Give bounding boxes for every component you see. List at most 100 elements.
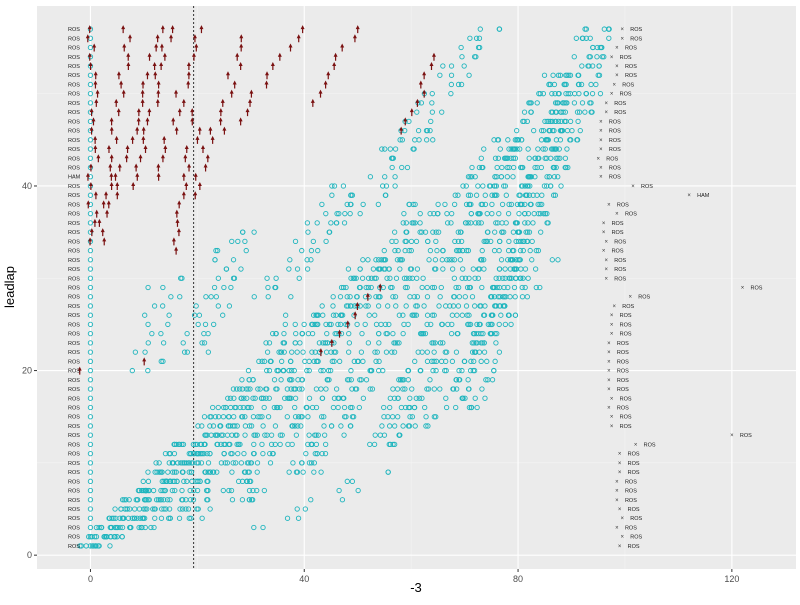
- end-cross: ×: [621, 27, 625, 33]
- circle-point: [478, 155, 484, 161]
- circle-point: [341, 414, 348, 420]
- circle-point: [392, 146, 399, 152]
- circle-point: [502, 303, 508, 309]
- circle-point: [354, 294, 360, 300]
- circle-point: [433, 414, 439, 420]
- circle-point: [319, 303, 325, 309]
- circle-point: [278, 377, 284, 383]
- end-cross: ×: [621, 36, 625, 42]
- circle-point: [391, 395, 398, 401]
- circle-point: [357, 266, 363, 272]
- arrow-point: [203, 163, 208, 172]
- arrow-point: [140, 98, 145, 107]
- circle-point: [455, 229, 461, 235]
- circle-point: [225, 414, 232, 420]
- circle-point: [465, 220, 471, 226]
- circle-point: [415, 127, 422, 134]
- circle-point: [451, 257, 458, 263]
- circle-point: [522, 284, 528, 291]
- circle-point: [264, 367, 270, 374]
- circle-point: [158, 358, 164, 364]
- arrow-point: [190, 117, 195, 126]
- circle-point: [448, 91, 454, 97]
- circle-point: [473, 35, 480, 41]
- circle-point: [304, 257, 310, 263]
- circle-point: [462, 294, 468, 300]
- circle-point: [510, 155, 517, 161]
- row-label: ROS: [68, 249, 80, 255]
- circle-point: [228, 284, 234, 291]
- circle-point: [414, 275, 420, 281]
- circle-point: [221, 404, 227, 411]
- circle-point: [558, 109, 564, 115]
- circle-point: [606, 26, 612, 32]
- circle-point: [314, 450, 320, 457]
- circle-point: [448, 220, 454, 226]
- circle-point: [83, 543, 89, 549]
- circle-point: [455, 303, 462, 309]
- circle-point: [266, 367, 273, 374]
- end-cross: ×: [607, 405, 611, 411]
- circle-point: [376, 367, 382, 374]
- circle-point: [466, 284, 473, 291]
- circle-point: [526, 192, 533, 198]
- circle-point: [400, 423, 406, 429]
- circle-point: [294, 506, 300, 512]
- circle-point: [340, 395, 346, 401]
- arrow-point: [93, 80, 98, 89]
- circle-point: [101, 534, 107, 540]
- circle-point: [158, 330, 164, 337]
- circle-point: [87, 146, 94, 152]
- arrow-point: [135, 126, 140, 135]
- circle-point: [365, 303, 371, 309]
- circle-point: [235, 238, 241, 245]
- circle-point: [310, 321, 316, 328]
- circle-point: [376, 358, 382, 364]
- circle-point: [551, 81, 558, 88]
- circle-point: [139, 524, 145, 531]
- circle-point: [87, 340, 94, 346]
- circle-point: [367, 386, 373, 392]
- circle-point: [385, 469, 391, 475]
- circle-point: [596, 72, 603, 78]
- circle-point: [440, 340, 446, 346]
- circle-point: [287, 257, 293, 263]
- circle-point: [488, 312, 495, 318]
- circle-point: [417, 220, 423, 226]
- circle-point: [387, 275, 393, 281]
- circle-point: [315, 312, 322, 318]
- circle-point: [318, 367, 324, 374]
- circle-point: [521, 109, 528, 115]
- circle-point: [469, 340, 475, 346]
- circle-point: [476, 164, 483, 171]
- circle-point: [242, 238, 248, 245]
- arrow-point: [88, 163, 93, 172]
- circle-point: [437, 340, 444, 346]
- circle-point: [114, 534, 120, 540]
- circle-point: [224, 460, 231, 466]
- circle-point: [254, 432, 260, 438]
- circle-point: [555, 257, 561, 263]
- circle-point: [543, 137, 549, 143]
- circle-point: [437, 72, 443, 78]
- circle-point: [503, 220, 509, 226]
- circle-point: [367, 441, 373, 448]
- circle-point: [273, 386, 279, 392]
- circle-point: [392, 174, 398, 180]
- circle-point: [499, 229, 505, 235]
- circle-point: [393, 303, 399, 309]
- row-label: ROS: [68, 92, 80, 98]
- circle-point: [312, 450, 318, 457]
- circle-point: [366, 312, 372, 318]
- circle-point: [330, 312, 337, 318]
- circle-point: [429, 284, 436, 291]
- end-cross: ×: [607, 387, 611, 393]
- circle-point: [151, 524, 157, 531]
- circle-point: [279, 432, 285, 438]
- arrow-point: [97, 218, 102, 227]
- arrow-point: [116, 108, 121, 117]
- arrow-point: [105, 209, 110, 218]
- circle-point: [242, 414, 248, 420]
- circle-point: [232, 404, 238, 411]
- circle-point: [461, 63, 467, 69]
